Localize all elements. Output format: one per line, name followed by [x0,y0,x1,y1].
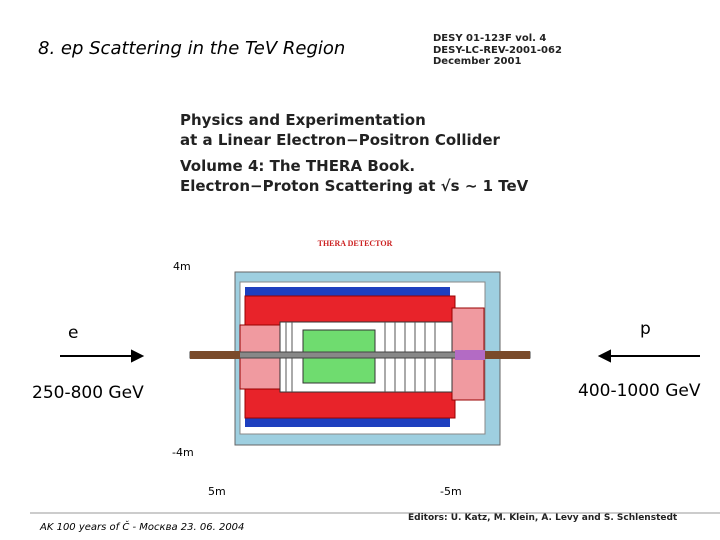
arrowhead [597,349,611,363]
axis-label: 5m [208,485,226,498]
detector-drawing [189,271,531,446]
axis-label: -4m [172,446,194,459]
axis-label: 4m [173,260,191,273]
detector-label: THERA DETECTOR [318,239,393,248]
blue-strip [245,287,450,296]
report-line: DESY 01-123F vol. 4 [433,33,546,44]
beam-name: e [68,323,78,343]
beam-name: p [640,319,651,339]
beam-energy: 250-800 GeV [32,383,144,403]
report-line: DESY-LC-REV-2001-062 [433,45,562,56]
book-line: Volume 4: The THERA Book. [180,157,415,175]
magnet [455,350,485,360]
arrowhead [131,349,145,363]
beam-end [485,351,530,359]
slide-title: 8. ep Scattering in the TeV Region [38,38,345,59]
book-line: Electron−Proton Scattering at √s ∼ 1 TeV [180,177,529,195]
blue-strip [245,418,450,427]
book-line: at a Linear Electron−Positron Collider [180,131,501,149]
book-line: Physics and Experimentation [180,111,426,129]
axis-label: -5m [440,485,462,498]
beam-energy: 400-1000 GeV [578,381,701,401]
report-line: December 2001 [433,56,521,67]
editors: Editors: U. Katz, M. Klein, A. Levy and … [408,513,678,523]
beam-end [190,351,240,359]
footer: AK 100 years of Č - Москва 23. 06. 2004 [39,520,244,533]
